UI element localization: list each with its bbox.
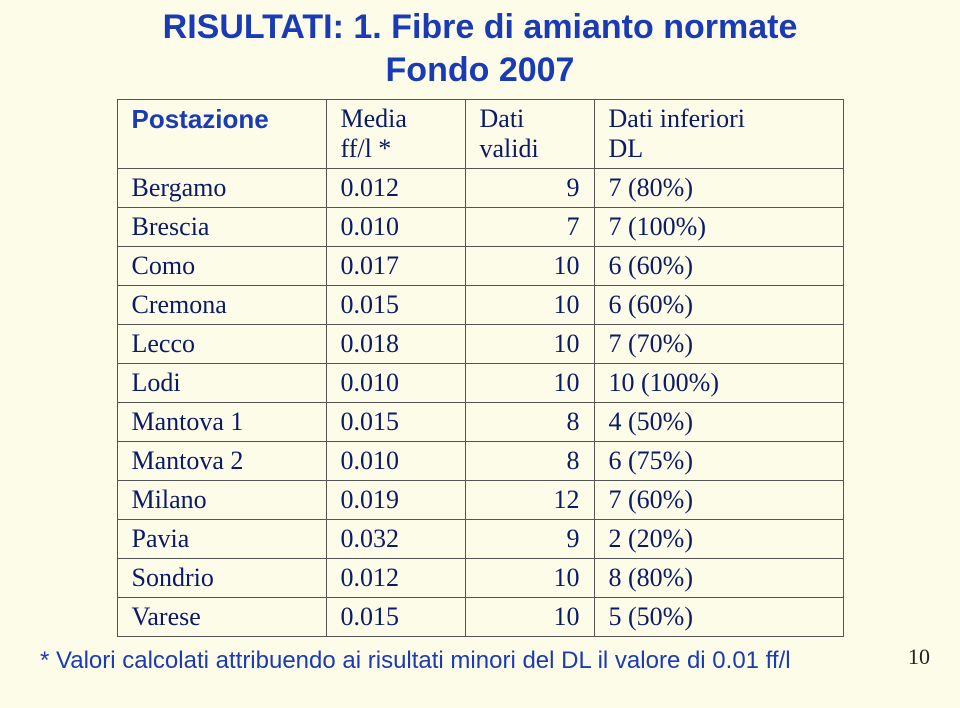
cell-dati: 12: [465, 481, 594, 520]
col-inf-l1: Dati inferiori: [609, 104, 745, 133]
table-row: Como0.017106 (60%): [117, 247, 843, 286]
cell-media: 0.010: [326, 364, 465, 403]
cell-dati: 10: [465, 247, 594, 286]
table-row: Mantova 10.01584 (50%): [117, 403, 843, 442]
cell-postazione: Varese: [117, 598, 326, 637]
cell-media: 0.017: [326, 247, 465, 286]
cell-dati: 7: [465, 208, 594, 247]
cell-inferiori: 6 (60%): [594, 286, 843, 325]
table-row: Lecco0.018107 (70%): [117, 325, 843, 364]
cell-inferiori: 7 (80%): [594, 169, 843, 208]
cell-postazione: Mantova 2: [117, 442, 326, 481]
title-line-2: Fondo 2007: [386, 51, 575, 89]
col-dati: Dati validi: [465, 100, 594, 169]
cell-inferiori: 10 (100%): [594, 364, 843, 403]
cell-inferiori: 5 (50%): [594, 598, 843, 637]
cell-dati: 10: [465, 364, 594, 403]
col-postazione: Postazione: [117, 100, 326, 169]
cell-inferiori: 6 (60%): [594, 247, 843, 286]
table-row: Milano0.019127 (60%): [117, 481, 843, 520]
slide-title: RISULTATI: 1. Fibre di amianto normate F…: [0, 6, 960, 91]
cell-inferiori: 7 (70%): [594, 325, 843, 364]
cell-inferiori: 4 (50%): [594, 403, 843, 442]
table-row: Sondrio0.012108 (80%): [117, 559, 843, 598]
cell-postazione: Sondrio: [117, 559, 326, 598]
cell-postazione: Mantova 1: [117, 403, 326, 442]
cell-media: 0.019: [326, 481, 465, 520]
cell-inferiori: 2 (20%): [594, 520, 843, 559]
cell-media: 0.012: [326, 559, 465, 598]
cell-dati: 10: [465, 286, 594, 325]
cell-dati: 8: [465, 403, 594, 442]
cell-dati: 10: [465, 598, 594, 637]
cell-media: 0.010: [326, 208, 465, 247]
page-number: 10: [908, 644, 930, 670]
title-line-1: RISULTATI: 1. Fibre di amianto normate: [163, 8, 798, 46]
cell-postazione: Bergamo: [117, 169, 326, 208]
col-inf-l2: DL: [609, 134, 644, 163]
cell-media: 0.018: [326, 325, 465, 364]
cell-media: 0.015: [326, 286, 465, 325]
footnote: * Valori calcolati attribuendo ai risult…: [40, 647, 960, 675]
col-dati-l1: Dati: [480, 104, 525, 133]
table-row: Brescia0.01077 (100%): [117, 208, 843, 247]
cell-dati: 9: [465, 169, 594, 208]
cell-dati: 9: [465, 520, 594, 559]
cell-postazione: Como: [117, 247, 326, 286]
cell-media: 0.015: [326, 598, 465, 637]
cell-dati: 10: [465, 325, 594, 364]
col-media-l2: ff/l *: [341, 134, 392, 163]
cell-inferiori: 6 (75%): [594, 442, 843, 481]
table-row: Bergamo0.01297 (80%): [117, 169, 843, 208]
cell-postazione: Pavia: [117, 520, 326, 559]
cell-postazione: Brescia: [117, 208, 326, 247]
cell-media: 0.015: [326, 403, 465, 442]
cell-inferiori: 7 (100%): [594, 208, 843, 247]
cell-inferiori: 7 (60%): [594, 481, 843, 520]
col-dati-l2: validi: [480, 134, 539, 163]
table-row: Varese0.015105 (50%): [117, 598, 843, 637]
col-inferiori: Dati inferiori DL: [594, 100, 843, 169]
col-postazione-label: Postazione: [132, 104, 269, 134]
table-row: Lodi0.0101010 (100%): [117, 364, 843, 403]
cell-postazione: Milano: [117, 481, 326, 520]
cell-postazione: Lodi: [117, 364, 326, 403]
cell-media: 0.010: [326, 442, 465, 481]
cell-inferiori: 8 (80%): [594, 559, 843, 598]
table-row: Mantova 20.01086 (75%): [117, 442, 843, 481]
cell-media: 0.012: [326, 169, 465, 208]
data-table: Postazione Media ff/l * Dati validi Dati…: [117, 99, 844, 637]
cell-media: 0.032: [326, 520, 465, 559]
table-header-row: Postazione Media ff/l * Dati validi Dati…: [117, 100, 843, 169]
table-row: Pavia0.03292 (20%): [117, 520, 843, 559]
cell-dati: 10: [465, 559, 594, 598]
col-media-l1: Media: [341, 104, 407, 133]
cell-postazione: Lecco: [117, 325, 326, 364]
cell-postazione: Cremona: [117, 286, 326, 325]
table-row: Cremona0.015106 (60%): [117, 286, 843, 325]
cell-dati: 8: [465, 442, 594, 481]
col-media: Media ff/l *: [326, 100, 465, 169]
